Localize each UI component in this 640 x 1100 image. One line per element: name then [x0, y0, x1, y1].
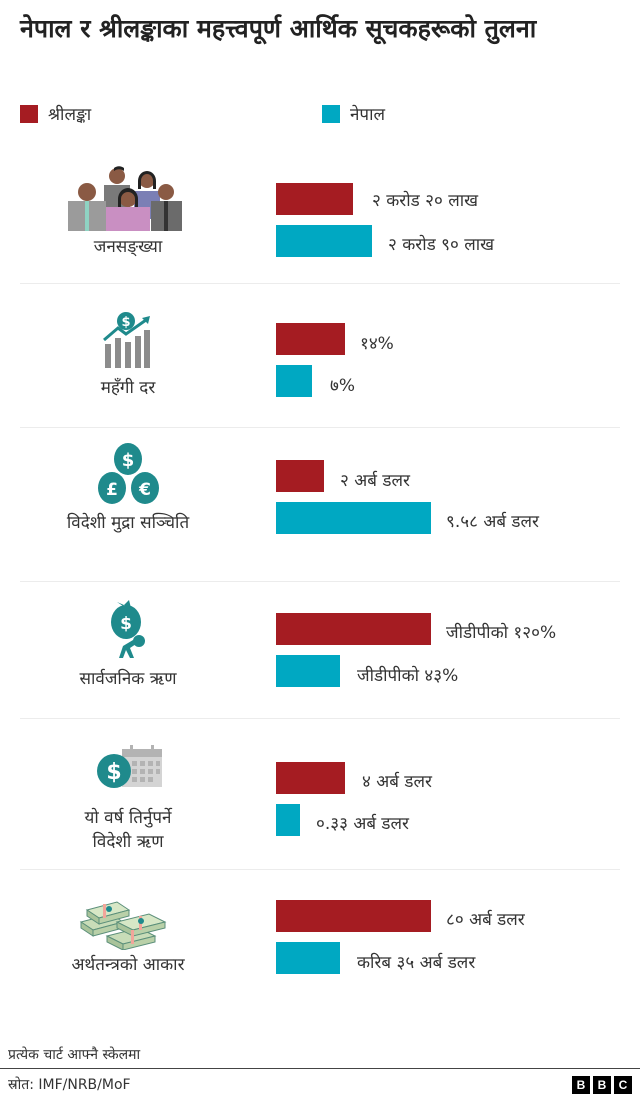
bar-nepal-inflation: [276, 365, 312, 397]
value-sri-lanka-population: २ करोड २० लाख: [372, 191, 479, 211]
svg-text:$: $: [122, 450, 135, 471]
divider: [20, 581, 620, 582]
divider: [20, 427, 620, 428]
legend-sri-lanka: श्रीलङ्का: [20, 102, 91, 125]
footer-divider: [0, 1068, 640, 1069]
legend-label: श्रीलङ्का: [48, 105, 92, 125]
divider: [20, 869, 620, 870]
svg-text:$: $: [121, 315, 130, 330]
value-sri-lanka-debt-due: ४ अर्ब डलर: [362, 772, 432, 792]
category-label-debt-due: यो वर्ष तिर्नुपर्ने विदेशी ऋण: [0, 806, 256, 854]
inflation-chart-icon: $: [103, 312, 150, 368]
svg-text:£: £: [106, 480, 118, 500]
bar-nepal-public-debt: [276, 655, 340, 687]
chart-title: नेपाल र श्रीलङ्काका महत्त्वपूर्ण आर्थिक …: [20, 14, 537, 43]
category-label-public-debt: सार्वजनिक ऋण: [79, 669, 177, 689]
value-nepal-fx-reserves: ९.५८ अर्ब डलर: [446, 512, 540, 532]
currency-coins-icon: $ £ €: [98, 443, 159, 504]
svg-text:$: $: [106, 760, 121, 785]
value-nepal-economy-size: करिब ३५ अर्ब डलर: [357, 953, 476, 973]
category-label-line2: विदेशी ऋण: [92, 832, 164, 852]
bar-nepal-fx-reserves: [276, 502, 431, 534]
source-text: स्रोत: IMF/NRB/MoF: [8, 1077, 131, 1093]
value-nepal-public-debt: जीडीपीको ४३%: [357, 666, 459, 686]
value-nepal-debt-due: ०.३३ अर्ब डलर: [316, 814, 410, 834]
scale-note: प्रत्येक चार्ट आफ्नै स्केलमा: [8, 1047, 141, 1063]
legend-nepal: नेपाल: [322, 102, 385, 125]
svg-text:€: €: [138, 480, 151, 500]
value-sri-lanka-economy-size: ८० अर्ब डलर: [446, 910, 525, 930]
people-icon: [68, 166, 182, 231]
value-sri-lanka-inflation: १४%: [360, 334, 394, 354]
bbc-logo: B B C: [572, 1076, 632, 1094]
bar-sri-lanka-public-debt: [276, 613, 431, 645]
category-label-population: जनसङ्ख्या: [93, 237, 163, 257]
bbc-logo-letter: B: [593, 1076, 611, 1094]
divider: [20, 283, 620, 284]
bar-nepal-population: [276, 225, 372, 257]
category-label-inflation: महँगी दर: [100, 378, 156, 398]
bar-nepal-economy-size: [276, 942, 340, 974]
value-sri-lanka-fx-reserves: २ अर्ब डलर: [340, 471, 410, 491]
bar-sri-lanka-inflation: [276, 323, 345, 355]
divider: [20, 718, 620, 719]
legend-label: नेपाल: [350, 105, 386, 125]
svg-text:$: $: [120, 614, 132, 634]
category-label-economy-size: अर्थतन्त्रको आकार: [71, 955, 185, 975]
legend-swatch-sri-lanka: [20, 104, 38, 123]
bar-sri-lanka-population: [276, 183, 353, 215]
bar-sri-lanka-economy-size: [276, 900, 431, 932]
bbc-logo-letter: B: [572, 1076, 590, 1094]
bar-sri-lanka-debt-due: [276, 762, 345, 794]
bar-sri-lanka-fx-reserves: [276, 460, 324, 492]
bar-nepal-debt-due: [276, 804, 300, 836]
value-nepal-inflation: ७%: [330, 376, 355, 396]
value-nepal-population: २ करोड ९० लाख: [388, 235, 495, 255]
debt-burden-icon: $: [111, 600, 145, 658]
category-label-line1: यो वर्ष तिर्नुपर्ने: [84, 808, 172, 828]
value-sri-lanka-public-debt: जीडीपीको १२०%: [446, 623, 557, 643]
bbc-logo-letter: C: [614, 1076, 632, 1094]
calendar-dollar-icon: $: [97, 745, 162, 788]
category-label-fx-reserves: विदेशी मुद्रा सञ्चिति: [66, 513, 190, 533]
money-stacks-icon: [79, 901, 167, 950]
legend-swatch-nepal: [322, 104, 340, 123]
